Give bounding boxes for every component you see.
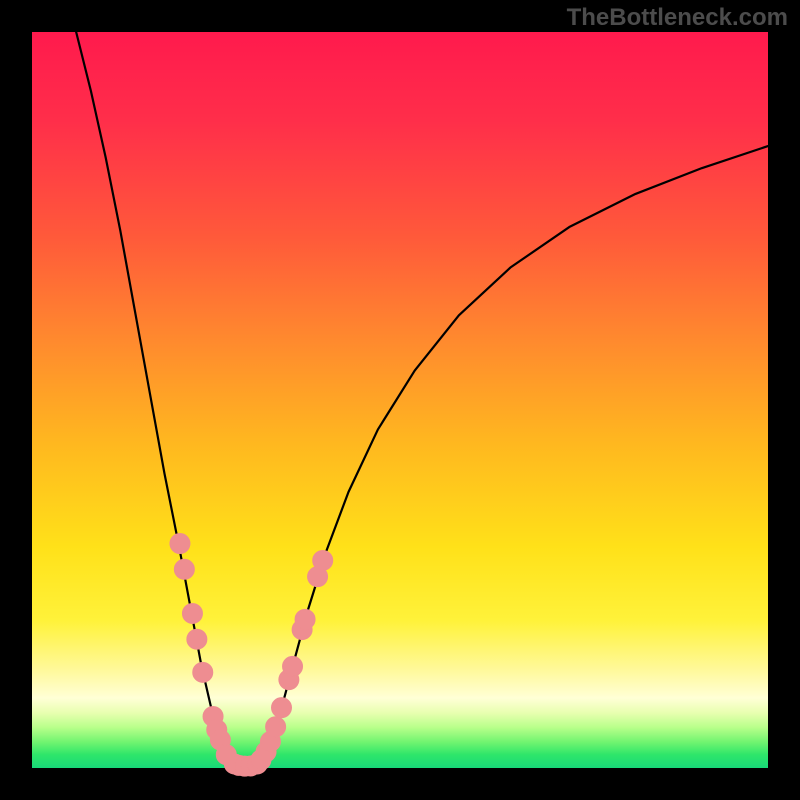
data-marker bbox=[182, 603, 202, 623]
data-marker bbox=[193, 662, 213, 682]
data-marker bbox=[266, 717, 286, 737]
data-marker bbox=[295, 609, 315, 629]
watermark-text: TheBottleneck.com bbox=[567, 4, 788, 32]
marker-group bbox=[170, 534, 333, 777]
data-marker bbox=[170, 534, 190, 554]
data-marker bbox=[272, 698, 292, 718]
data-marker bbox=[283, 656, 303, 676]
bottleneck-curve bbox=[76, 32, 768, 767]
data-marker bbox=[313, 550, 333, 570]
data-marker bbox=[187, 629, 207, 649]
data-marker bbox=[174, 559, 194, 579]
bottleneck-curve-plot bbox=[0, 0, 800, 800]
